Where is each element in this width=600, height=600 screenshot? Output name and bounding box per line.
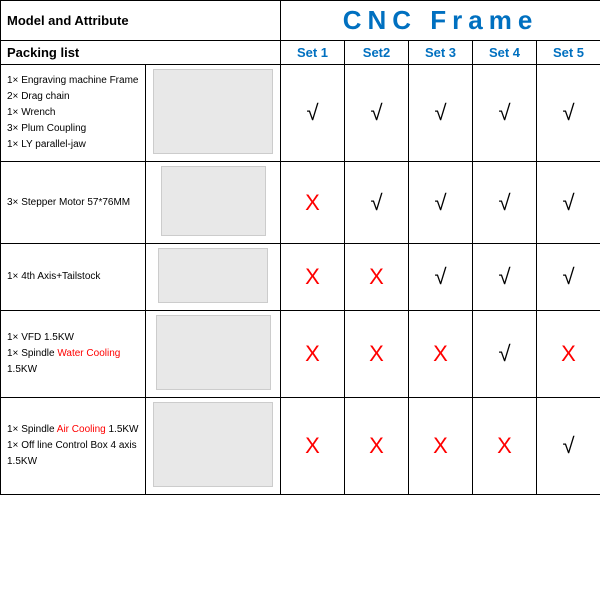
item-qty: 1× [7,271,21,282]
cross-mark: X [281,244,345,311]
item-name: Plum Coupling [21,123,86,134]
check-mark: √ [409,65,473,162]
engraving-frame-image [153,69,273,154]
check-mark: √ [409,162,473,244]
item-line: 1× VFD 1.5KW [7,330,139,346]
cross-mark: X [473,398,537,495]
item-name: Drag chain [21,91,69,102]
check-mark: √ [473,244,537,311]
check-mark: √ [473,65,537,162]
item-line: 1× 4th Axis+Tailstock [7,269,139,285]
item-qty: 3× [7,197,21,208]
check-mark: √ [537,244,600,311]
check-mark: √ [345,162,409,244]
item-line: 3× Plum Coupling [7,121,139,137]
item-name: Engraving machine Frame [21,75,138,86]
item-image-cell [146,162,281,244]
cross-mark: X [281,311,345,398]
item-line: 3× Stepper Motor 57*76MM [7,195,139,211]
item-line: 1× Spindle Water Cooling 1.5KW [7,346,139,378]
set-header: Set 4 [473,41,537,65]
4th-axis-tailstock-image [158,248,268,303]
item-description-cell: 1× Spindle Air Cooling 1.5KW1× Off line … [1,398,146,495]
set-header: Set 1 [281,41,345,65]
item-name: Off line Control Box 4 axis 1.5KW [7,440,137,467]
cross-mark: X [281,398,345,495]
table-row: 3× Stepper Motor 57*76MMX√√√√ [1,162,600,244]
item-qty: 3× [7,123,21,134]
item-name: VFD 1.5KW [21,332,74,343]
table-row: 1× Engraving machine Frame2× Drag chain1… [1,65,600,162]
item-line: 1× Engraving machine Frame [7,73,139,89]
item-description-cell: 1× Engraving machine Frame2× Drag chain1… [1,65,146,162]
item-line: 1× Wrench [7,105,139,121]
item-qty: 1× [7,139,21,150]
check-mark: √ [281,65,345,162]
cross-mark: X [409,311,473,398]
item-line: 1× Spindle Air Cooling 1.5KW [7,422,139,438]
cross-mark: X [345,311,409,398]
item-line: 1× LY parallel-jaw [7,137,139,153]
item-name-highlight: Water Cooling [57,348,120,359]
item-description-cell: 1× VFD 1.5KW1× Spindle Water Cooling 1.5… [1,311,146,398]
header-row-1: Model and Attribute CNC Frame [1,1,600,41]
item-line: 2× Drag chain [7,89,139,105]
packing-list-header: Packing list [1,41,281,65]
check-mark: √ [537,162,600,244]
cross-mark: X [281,162,345,244]
item-qty: 1× [7,107,21,118]
check-mark: √ [345,65,409,162]
cross-mark: X [345,244,409,311]
check-mark: √ [409,244,473,311]
item-qty: 1× [7,348,21,359]
item-name-highlight: Air Cooling [57,424,106,435]
set-header: Set 3 [409,41,473,65]
check-mark: √ [537,398,600,495]
item-qty: 1× [7,332,21,343]
item-description-cell: 3× Stepper Motor 57*76MM [1,162,146,244]
item-name: 4th Axis+Tailstock [21,271,100,282]
table-row: 1× 4th Axis+TailstockXX√√√ [1,244,600,311]
item-image-cell [146,311,281,398]
table-row: 1× Spindle Air Cooling 1.5KW1× Off line … [1,398,600,495]
check-mark: √ [473,162,537,244]
cross-mark: X [537,311,600,398]
set-header: Set2 [345,41,409,65]
vfd-water-spindle-image [156,315,271,390]
item-name: LY parallel-jaw [21,139,86,150]
item-name: Stepper Motor 57*76MM [21,197,130,208]
item-image-cell [146,398,281,495]
header-row-2: Packing list Set 1 Set2 Set 3 Set 4 Set … [1,41,600,65]
item-qty: 2× [7,91,21,102]
item-name: Spindle [21,348,57,359]
table-row: 1× VFD 1.5KW1× Spindle Water Cooling 1.5… [1,311,600,398]
item-qty: 1× [7,424,21,435]
model-attribute-header: Model and Attribute [1,1,281,41]
check-mark: √ [537,65,600,162]
item-image-cell [146,244,281,311]
cross-mark: X [409,398,473,495]
item-description-cell: 1× 4th Axis+Tailstock [1,244,146,311]
item-line: 1× Off line Control Box 4 axis 1.5KW [7,438,139,470]
cross-mark: X [345,398,409,495]
title-header: CNC Frame [281,1,600,41]
check-mark: √ [473,311,537,398]
item-name-suffix: 1.5KW [106,424,139,435]
item-name: Wrench [21,107,55,118]
set-header: Set 5 [537,41,600,65]
stepper-motors-image [161,166,266,236]
item-qty: 1× [7,440,21,451]
packing-table: Model and Attribute CNC Frame Packing li… [0,0,600,495]
item-image-cell [146,65,281,162]
item-name: Spindle [21,424,57,435]
item-qty: 1× [7,75,21,86]
air-spindle-control-box-image [153,402,273,487]
item-name-suffix: 1.5KW [7,364,37,375]
